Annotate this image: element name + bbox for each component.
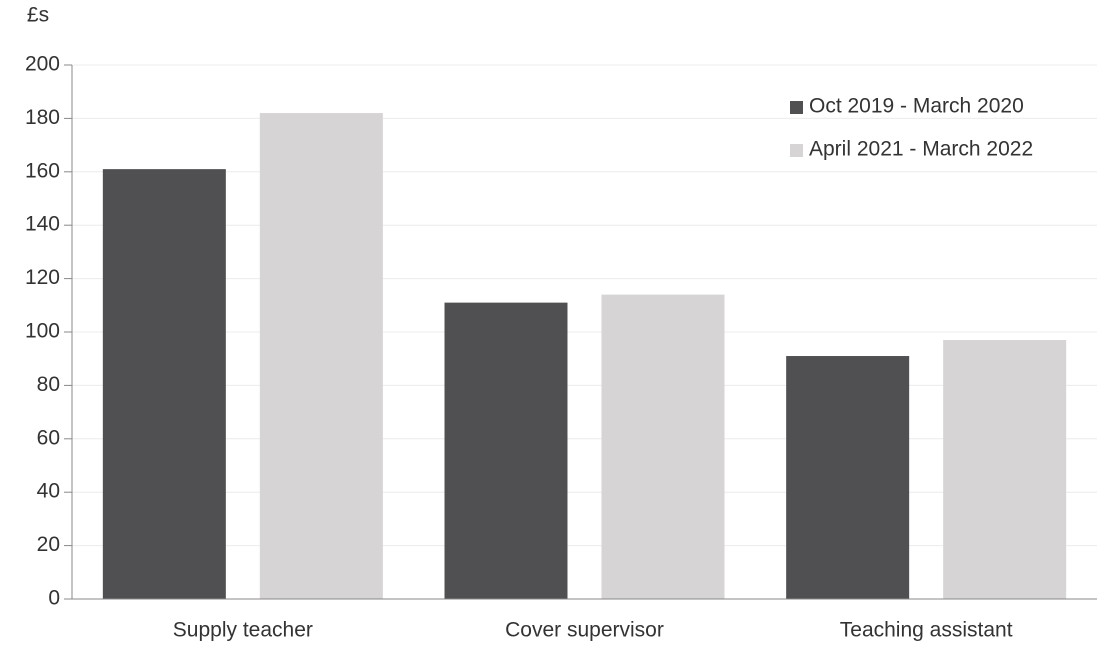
y-tick-label: 60 [37,426,60,449]
x-tick-label: Supply teacher [173,619,313,642]
y-tick-label: 100 [25,320,60,343]
bar [444,302,568,599]
bar [259,113,383,599]
legend-swatch [790,101,803,114]
y-tick-label: 80 [37,373,60,396]
y-tick-label: 160 [25,159,60,182]
y-tick-label: 140 [25,213,60,236]
y-tick-label: 180 [25,106,60,129]
y-tick-label: 0 [48,587,60,610]
bar [102,169,226,599]
x-tick-label: Cover supervisor [505,619,664,642]
y-tick-label: 120 [25,266,60,289]
y-tick-label: 20 [37,533,60,556]
legend-swatch [790,144,803,157]
y-tick-label: 40 [37,480,60,503]
legend-label: Oct 2019 - March 2020 [809,95,1024,118]
y-tick-label: 200 [25,53,60,76]
bar [601,294,725,599]
x-tick-label: Teaching assistant [840,619,1013,642]
bar [786,356,910,599]
y-axis-label: £s [27,4,49,27]
legend-label: April 2021 - March 2022 [809,138,1033,161]
bar [943,340,1067,599]
